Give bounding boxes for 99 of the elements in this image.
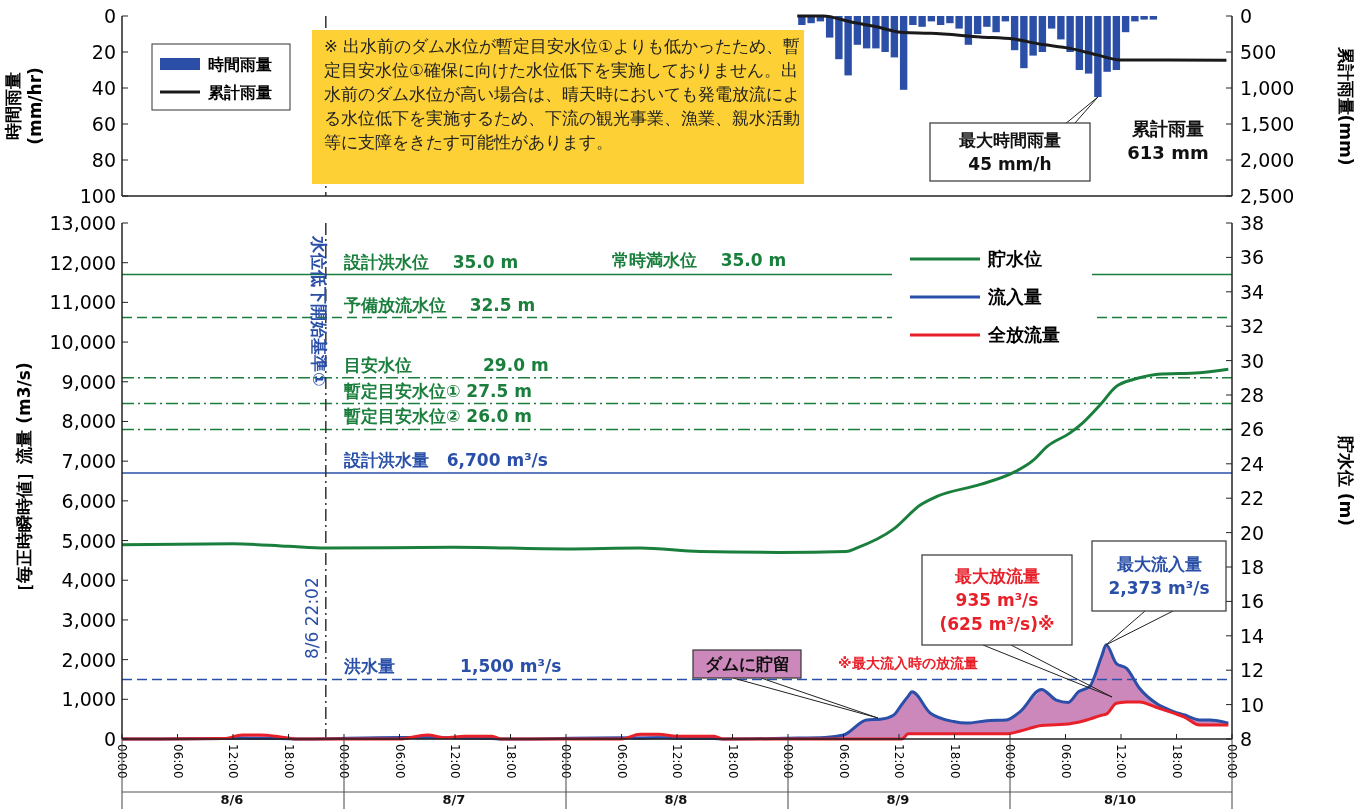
annotation: ※最大流入時の放流量 — [838, 655, 978, 671]
legend-label: 累計雨量 — [207, 83, 272, 102]
y-tick-label: 11,000 — [49, 291, 116, 314]
ref-line-label: 8/6 22:02 — [301, 577, 322, 659]
y-tick-label: 0 — [103, 728, 116, 750]
y2-tick-label: 2,500 — [1240, 185, 1295, 207]
x-tick-label: 18:00 — [725, 744, 740, 779]
y-tick-label: 10,000 — [49, 331, 116, 354]
x-tick-label: 12:00 — [448, 744, 462, 779]
annotation: 最大時間雨量 45 mm/h — [958, 130, 1061, 174]
y2-tick-label: 2,000 — [1240, 149, 1295, 171]
y2-tick-label: 32 — [1240, 315, 1265, 338]
annotation: ※ 出水前のダム水位が暫定目安水位①よりも低かったため、暫定目安水位①確保に向けた水位低下を実施しておりません。出水前のダム水位が高い場合は、晴天時においても発電放流による水位低下を実施するため、下流の観光事業、漁業、親水活動等に支障をきたす可能性があります。 — [324, 37, 800, 152]
ref-line-label: 設計洪水位 35.0 m — [343, 251, 519, 272]
y-tick-label: 1,000 — [61, 688, 116, 711]
y2-tick-label: 30 — [1240, 349, 1265, 372]
x-tick-label: 06:00 — [1058, 744, 1073, 779]
x-tick-label: 18:00 — [281, 744, 296, 779]
callout-box: ダムに貯留 — [692, 649, 802, 679]
legend-label: 貯水位 — [987, 248, 1042, 269]
x-tick-label: 06:00 — [836, 744, 851, 779]
x-tick-label: 18:00 — [503, 744, 518, 779]
y-tick-label: 12,000 — [49, 251, 116, 274]
text: 8/7 — [442, 792, 466, 807]
y2-tick-label: 16 — [1240, 590, 1265, 613]
y2-tick-label: 8 — [1240, 728, 1253, 750]
x-tick-label: 00:00 — [559, 744, 573, 779]
x-tick-label: 18:00 — [1169, 744, 1184, 779]
ref-line-label: 洪水量 1,500 m³/s — [343, 656, 562, 677]
ref-line-label: 暫定目安水位① 27.5 m — [344, 380, 532, 401]
note-box: ※ 出水前のダム水位が暫定目安水位①よりも低かったため、暫定目安水位①確保に向けた水位低下を実施しておりません。出水前のダム水位が高い場合は、晴天時においても発電放流による水位低下を実施するため、下流の観光事業、漁業、親水活動等に支障をきたす可能性があります。 — [312, 30, 804, 184]
y2-tick-label: 26 — [1240, 418, 1265, 441]
y-tick-label: 2,000 — [61, 648, 116, 671]
y-tick-label: 5,000 — [61, 529, 116, 552]
y-tick-label: 7,000 — [61, 450, 116, 473]
text: 8/10 — [1104, 792, 1136, 807]
y2-tick-label: 18 — [1240, 556, 1265, 578]
y2-axis-title: 累計雨量(mm) — [1336, 45, 1354, 166]
y-tick-label: 3,000 — [61, 608, 116, 631]
text: 8/6 — [220, 792, 244, 807]
y2-tick-label: 20 — [1240, 521, 1265, 544]
annotation: 常時満水位 35.0 m — [612, 250, 787, 270]
text: 8/9 — [886, 792, 910, 807]
y2-tick-label: 28 — [1240, 384, 1265, 406]
y-tick-label: 20 — [91, 41, 116, 63]
annotation: 累計雨量 613 mm — [1127, 118, 1209, 163]
y2-tick-label: 10 — [1240, 693, 1265, 716]
ref-line-label: 予備放流水位 32.5 m — [343, 294, 536, 315]
x-tick-label: 12:00 — [892, 744, 906, 779]
y2-tick-label: 1,000 — [1240, 77, 1295, 99]
x-tick-label: 12:00 — [226, 744, 240, 779]
text: 8/8 — [664, 792, 688, 807]
legend-label: 流入量 — [987, 286, 1042, 307]
annotation: ダムに貯留 — [704, 654, 790, 674]
x-tick-label: 00:00 — [337, 744, 351, 779]
callout-box: 最大時間雨量 45 mm/h — [929, 122, 1091, 182]
y2-tick-label: 36 — [1240, 246, 1265, 269]
y-tick-label: 80 — [91, 149, 116, 171]
y-tick-label: 60 — [91, 113, 116, 135]
ref-line-label: 目安水位 29.0 m — [344, 354, 549, 375]
callout-box: 最大放流量 935 m³/s (625 m³/s)※ — [921, 554, 1073, 646]
y2-tick-label: 14 — [1240, 624, 1265, 647]
annotation: 最大流入量 2,373 m³/s — [1108, 554, 1210, 598]
x-tick-label: 00:00 — [115, 744, 129, 779]
y2-axis-title: 貯水位 (m) — [1336, 434, 1354, 527]
legend-label: 時間雨量 — [208, 55, 272, 74]
y-tick-label: 13,000 — [49, 212, 116, 234]
y-tick-label: 9,000 — [61, 370, 116, 393]
y-axis-title: ［毎正時瞬時値］流量 (m3/s) — [14, 362, 34, 600]
y2-tick-label: 22 — [1240, 487, 1265, 510]
y2-tick-label: 34 — [1240, 280, 1265, 303]
y2-tick-label: 12 — [1240, 659, 1265, 682]
y2-tick-label: 24 — [1240, 452, 1265, 475]
x-tick-label: 12:00 — [1114, 744, 1128, 779]
legend-label: 全放流量 — [987, 324, 1060, 345]
x-tick-label: 00:00 — [1003, 744, 1017, 779]
ref-line-label: 設計洪水量 6,700 m³/s — [343, 450, 548, 471]
x-tick-label: 12:00 — [670, 744, 684, 779]
x-tick-label: 00:00 — [1225, 744, 1239, 779]
y-tick-label: 4,000 — [61, 569, 116, 592]
x-tick-label: 06:00 — [170, 744, 185, 779]
y2-tick-label: 38 — [1240, 212, 1265, 234]
y-tick-label: 0 — [103, 5, 116, 27]
y-tick-label: 40 — [91, 77, 116, 99]
y-tick-label: 6,000 — [61, 489, 116, 512]
y2-tick-label: 500 — [1240, 41, 1277, 63]
callout-box: 最大流入量 2,373 m³/s — [1091, 540, 1227, 612]
y-tick-label: 8,000 — [61, 410, 116, 433]
y-tick-label: 100 — [79, 185, 116, 207]
ref-line-label: 暫定目安水位② 26.0 m — [344, 406, 532, 427]
y2-tick-label: 1,500 — [1240, 113, 1295, 135]
x-tick-label: 00:00 — [781, 744, 795, 779]
annotation: 最大放流量 935 m³/s (625 m³/s)※ — [939, 566, 1055, 634]
x-tick-label: 06:00 — [614, 744, 629, 779]
y2-tick-label: 0 — [1240, 5, 1253, 27]
annotation: 水位低下開始基準① — [309, 235, 329, 387]
x-tick-label: 06:00 — [392, 744, 407, 779]
y-axis-title: 時間雨量 (mm/hr) — [3, 67, 45, 145]
x-tick-label: 18:00 — [947, 744, 962, 779]
